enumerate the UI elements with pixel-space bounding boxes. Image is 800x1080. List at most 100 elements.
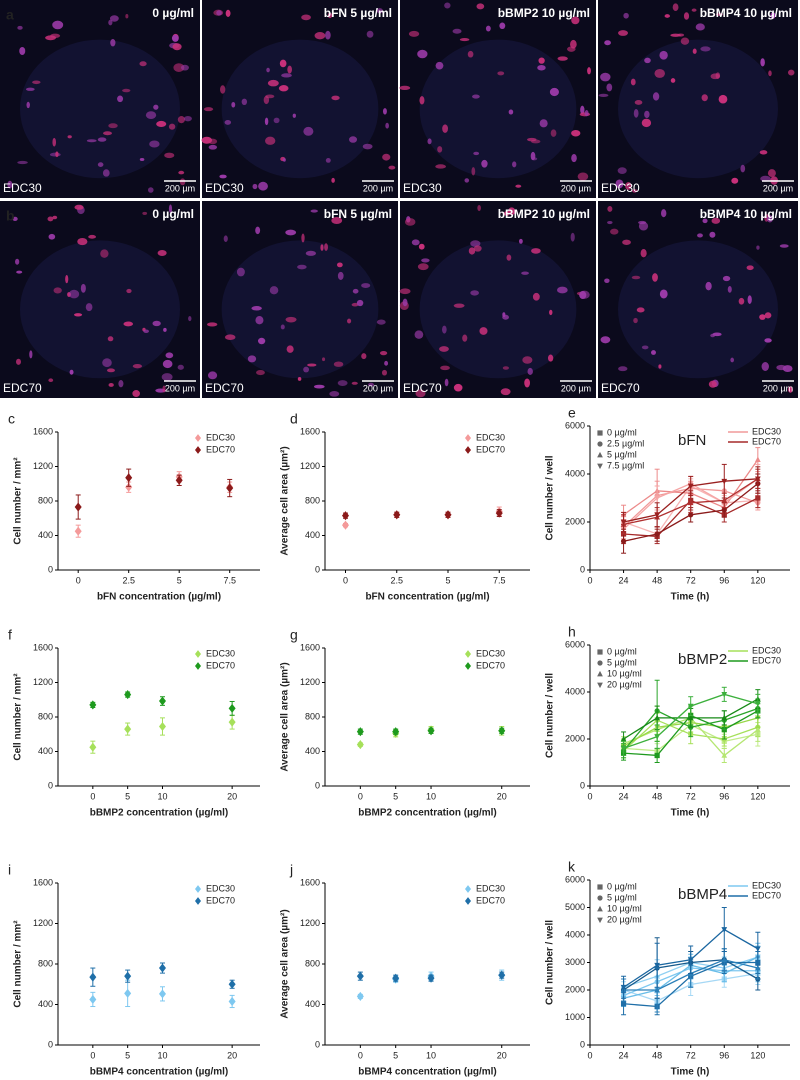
- cell: [314, 32, 326, 40]
- cell: [280, 324, 285, 330]
- marker: [620, 746, 627, 752]
- cell: [52, 137, 57, 147]
- marker: [195, 446, 201, 454]
- panel-letter: e: [568, 405, 576, 421]
- legend-label: EDC70: [476, 895, 505, 905]
- cell: [404, 218, 416, 226]
- condition-label: bBMP4 10 µg/ml: [700, 6, 792, 20]
- cell: [337, 271, 344, 280]
- x-tick-label: 0: [587, 791, 592, 801]
- cell: [660, 209, 667, 218]
- scale-bar-label: 200 µm: [363, 383, 393, 393]
- cell: [100, 249, 109, 258]
- panel-letter: g: [290, 627, 298, 643]
- cell: [549, 87, 559, 97]
- cell: [307, 363, 317, 367]
- cell: [776, 364, 787, 371]
- cell: [45, 35, 57, 41]
- condition-label: bBMP2 10 µg/ml: [498, 6, 590, 20]
- x-tick-label: 10: [426, 791, 436, 801]
- marker: [597, 884, 603, 890]
- cell: [692, 48, 697, 54]
- condition-label: bFN 5 µg/ml: [324, 6, 392, 20]
- x-tick-label: 20: [227, 1050, 237, 1060]
- cell: [570, 39, 577, 49]
- x-tick-label: 10: [157, 791, 167, 801]
- cell: [691, 8, 697, 12]
- marker: [74, 502, 82, 512]
- legend-label: EDC70: [206, 660, 235, 670]
- cell: [324, 243, 328, 251]
- panel-letter: k: [568, 859, 576, 875]
- x-tick-label: 48: [652, 1050, 662, 1060]
- cell: [203, 107, 214, 112]
- cell: [97, 137, 107, 142]
- cell: [361, 283, 371, 288]
- cell: [247, 355, 257, 363]
- cell: [279, 85, 289, 92]
- marker: [195, 897, 201, 905]
- scale-bar-label: 200 µm: [165, 383, 195, 393]
- marker: [89, 700, 97, 710]
- y-tick-label: 0: [580, 564, 585, 574]
- panel-letter: j: [289, 862, 293, 878]
- legend-label: 10 µg/ml: [607, 903, 642, 913]
- marker: [498, 970, 506, 980]
- cell: [625, 182, 632, 190]
- cell: [48, 378, 54, 383]
- cell: [165, 352, 174, 359]
- marker: [342, 520, 349, 530]
- y-axis-title: Average cell area (µm²): [280, 909, 291, 1018]
- cell: [118, 380, 124, 388]
- marker: [356, 740, 364, 750]
- cell: [376, 8, 383, 14]
- cell: [29, 350, 33, 359]
- marker: [89, 972, 97, 982]
- x-tick-label: 0: [343, 575, 348, 585]
- marker: [721, 478, 728, 485]
- material-label: EDC30: [205, 181, 244, 195]
- legend-label: EDC30: [206, 883, 235, 893]
- cell: [579, 291, 587, 299]
- x-axis-title: bBMP2 concentration (µg/ml): [358, 808, 497, 819]
- marker: [754, 964, 761, 971]
- x-tick-label: 0: [587, 1050, 592, 1060]
- cell: [415, 389, 426, 398]
- marker: [597, 682, 603, 689]
- marker: [393, 510, 401, 520]
- cell: [527, 367, 533, 375]
- cell: [208, 144, 218, 150]
- marker: [89, 994, 97, 1004]
- cell: [727, 286, 732, 293]
- y-tick-label: 1200: [33, 461, 53, 471]
- cell: [331, 217, 343, 224]
- marker: [597, 451, 603, 458]
- marker: [597, 430, 603, 436]
- cell: [654, 68, 665, 78]
- cell: [285, 229, 297, 236]
- cell: [162, 359, 173, 369]
- cell: [499, 22, 506, 30]
- cell: [610, 228, 619, 235]
- cell: [156, 120, 167, 128]
- cell: [672, 3, 679, 11]
- cell: [47, 216, 54, 222]
- cell: [168, 204, 173, 213]
- legend-label: EDC70: [752, 890, 781, 900]
- y-tick-label: 6000: [565, 639, 585, 649]
- cell: [508, 207, 516, 216]
- cell: [85, 303, 93, 312]
- cell: [267, 79, 279, 87]
- cell: [518, 238, 523, 244]
- scale-bar-label: 200 µm: [363, 183, 393, 193]
- y-axis-title: Cell number / mm²: [13, 457, 24, 545]
- x-tick-label: 72: [686, 575, 696, 585]
- cell: [680, 37, 690, 45]
- legend-label: 5 µg/ml: [607, 449, 637, 459]
- legend-label: 0 µg/ml: [607, 646, 637, 656]
- legend-label: EDC70: [476, 660, 505, 670]
- cell: [500, 388, 511, 396]
- cell: [303, 366, 310, 373]
- marker: [356, 991, 364, 1001]
- marker: [687, 483, 694, 490]
